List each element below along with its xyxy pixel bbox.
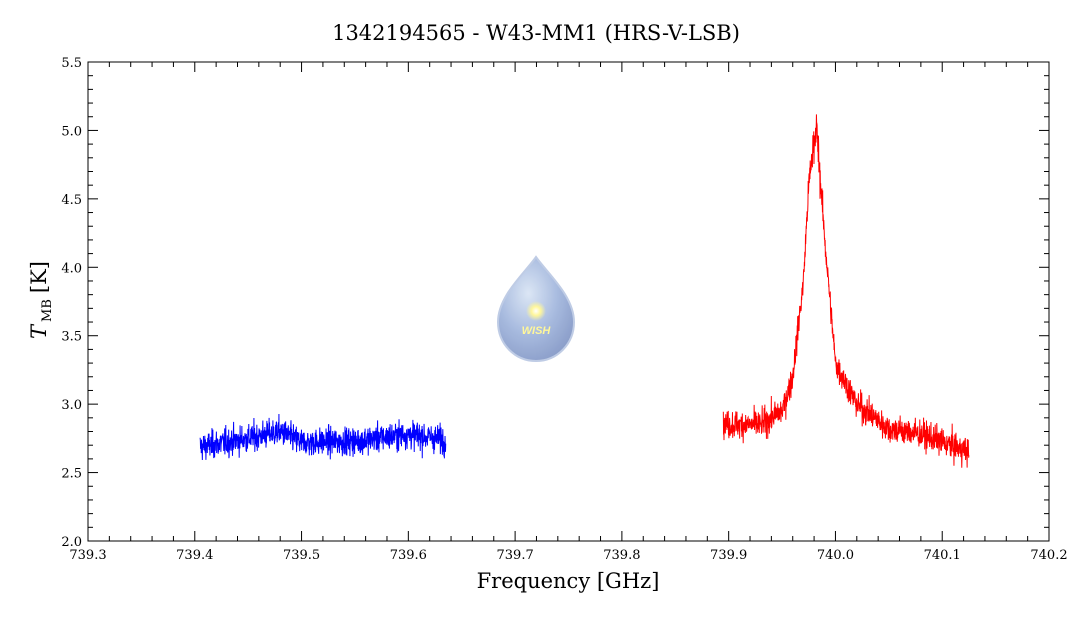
x-tick-label: 739.6 [390, 548, 427, 563]
y-axis-symbol: T [27, 323, 51, 339]
y-axis-unit: [K] [27, 261, 51, 293]
series-line-1 [199, 413, 447, 461]
chart-title: 1342194565 - W43-MM1 (HRS-V-LSB) [332, 21, 740, 45]
wish-watermark: WISH [496, 255, 576, 363]
x-tick-label: 739.3 [69, 548, 106, 563]
y-tick-label: 4.0 [61, 261, 82, 276]
y-tick-label: 2.0 [61, 535, 82, 550]
x-tick-label: 739.7 [497, 548, 534, 563]
x-tick-label: 740.1 [924, 548, 961, 563]
x-tick-label: 739.5 [283, 548, 320, 563]
series-line-2 [722, 114, 970, 468]
x-tick-labels: 739.3 739.4 739.5 739.6 739.7 739.8 739.9 740.0… [69, 548, 1067, 563]
y-tick-label: 5.5 [61, 56, 82, 71]
y-tick-labels: 2.0 2.5 3.0 3.5 4.0 4.5 5.0 5.5 [61, 56, 82, 550]
star-glow-icon [526, 301, 546, 321]
x-tick-label: 739.8 [603, 548, 640, 563]
x-tick-label: 740.2 [1030, 548, 1067, 563]
series-group [199, 114, 970, 468]
x-tick-label: 739.9 [710, 548, 747, 563]
svg-text:TMB[K]: TMB [K] [27, 261, 55, 339]
y-tick-label: 2.5 [61, 467, 82, 482]
axis-ticks [87, 61, 1050, 542]
y-tick-label: 4.5 [61, 193, 82, 208]
plot-frame [87, 61, 1050, 542]
x-axis-title: Frequency [GHz] [477, 569, 660, 593]
y-tick-label: 3.5 [61, 330, 82, 345]
y-tick-label: 5.0 [61, 124, 82, 139]
watermark-text: WISH [522, 325, 552, 337]
y-axis-subscript: MB [40, 299, 55, 322]
y-tick-label: 3.0 [61, 398, 82, 413]
x-tick-label: 740.0 [817, 548, 854, 563]
x-tick-label: 739.4 [176, 548, 213, 563]
y-axis-title: TMB [K] [27, 261, 55, 339]
